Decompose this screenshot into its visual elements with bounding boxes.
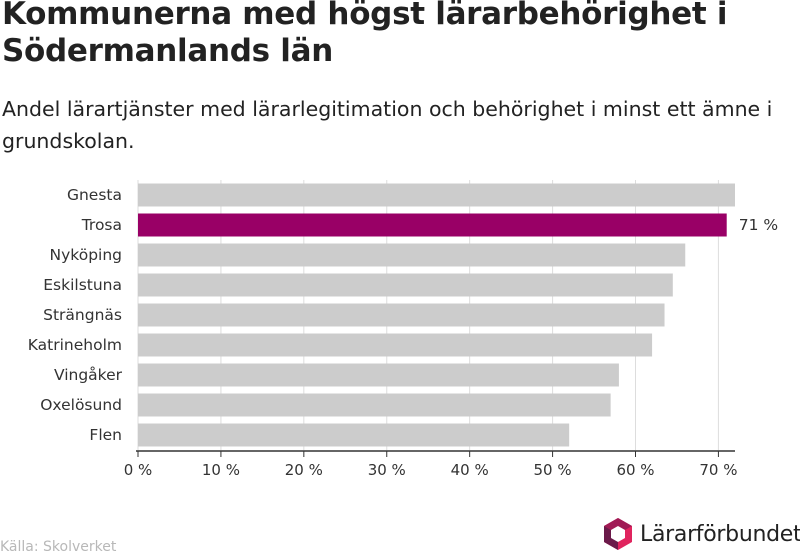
category-label: Vingåker	[54, 366, 123, 384]
source-note: Källa: Skolverket	[0, 539, 117, 555]
bar	[138, 303, 665, 327]
x-tick-label: 50 %	[534, 461, 572, 479]
bar	[138, 183, 735, 207]
bar	[138, 243, 686, 267]
x-tick-label: 70 %	[699, 461, 737, 479]
x-tick-label: 60 %	[616, 461, 654, 479]
bar	[138, 213, 727, 237]
category-label: Eskilstuna	[43, 276, 122, 294]
x-tick-label: 0 %	[124, 461, 153, 479]
data-label: 71 %	[739, 216, 778, 234]
category-label: Flen	[89, 426, 122, 444]
bar	[138, 333, 653, 357]
bar-chart: Gnesta Trosa Nyköping Eskilstuna Strängnäs Ka…	[28, 180, 778, 479]
x-tick-label: 20 %	[285, 461, 323, 479]
logo-text: Lärarförbundet	[640, 521, 800, 547]
category-label: Trosa	[81, 216, 122, 234]
chart-subtitle: Andel lärartjänster med lärarlegitimatio…	[2, 97, 773, 153]
x-tick-label: 10 %	[202, 461, 240, 479]
category-label: Strängnäs	[43, 306, 122, 324]
chart-title: Kommunerna med högst lärarbehörighet i S…	[2, 0, 728, 69]
category-label: Katrineholm	[28, 336, 122, 354]
bar	[138, 423, 570, 447]
bar	[138, 273, 673, 297]
x-tick-label: 30 %	[368, 461, 406, 479]
bar	[138, 363, 619, 387]
brand-logo: Lärarförbundet	[602, 516, 800, 552]
logo-hexagon-icon	[604, 518, 632, 550]
category-label: Oxelösund	[40, 396, 122, 414]
bar	[138, 393, 611, 417]
x-tick-label: 40 %	[451, 461, 489, 479]
category-label: Gnesta	[67, 186, 122, 204]
category-label: Nyköping	[50, 246, 122, 264]
